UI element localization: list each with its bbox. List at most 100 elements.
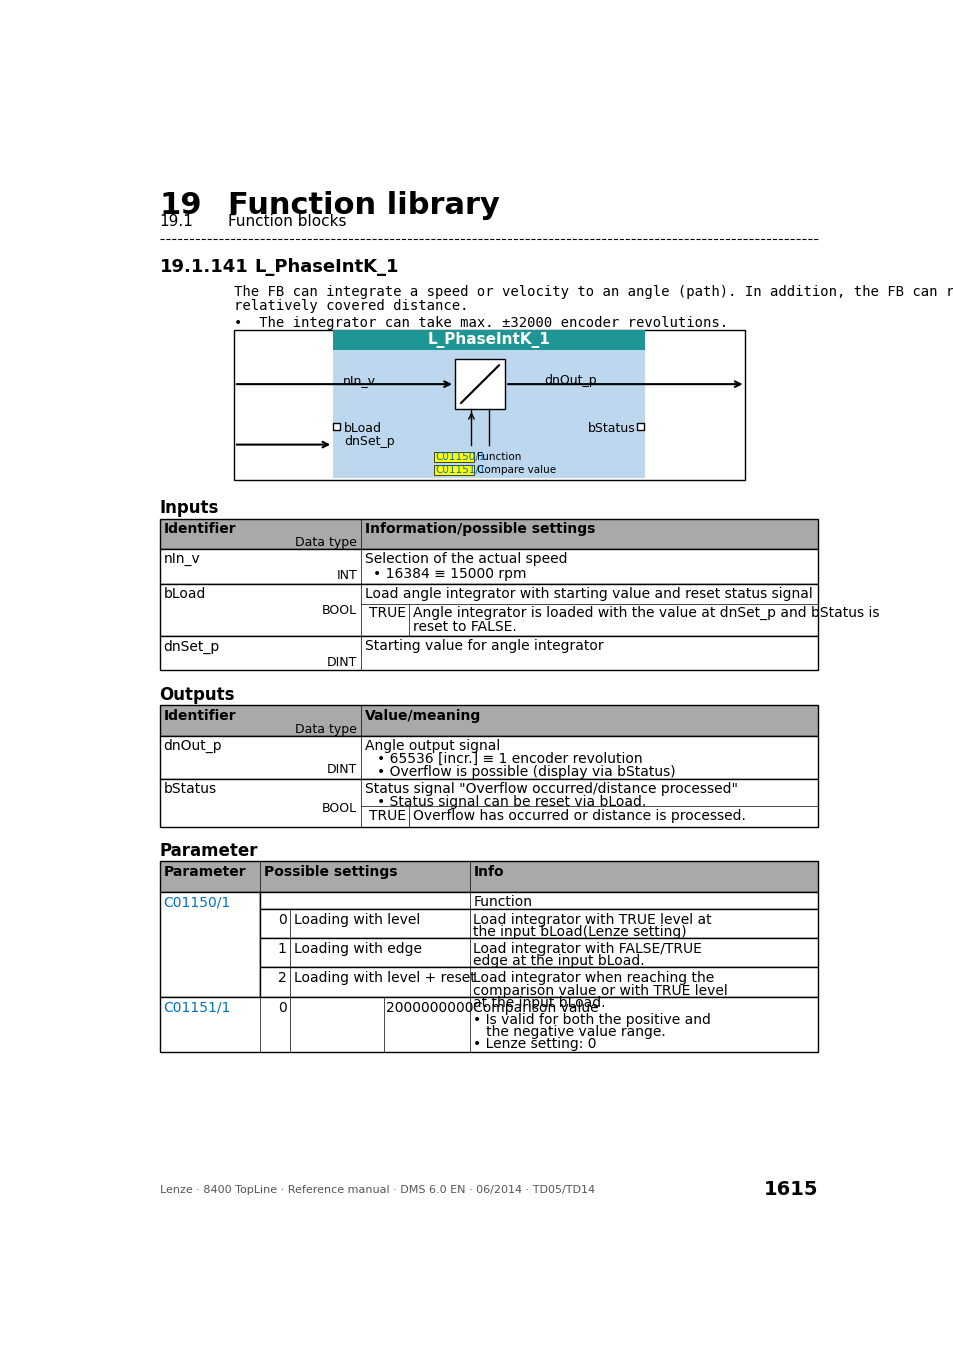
FancyBboxPatch shape [159,585,818,636]
Text: Parameter: Parameter [159,842,257,860]
Text: • Is valid for both the positive and: • Is valid for both the positive and [473,1012,711,1027]
Text: Data type: Data type [295,722,356,736]
Text: Parameter: Parameter [163,865,246,879]
FancyBboxPatch shape [233,329,744,481]
Text: Info: Info [473,865,503,879]
Text: L_PhaseIntK_1: L_PhaseIntK_1 [254,258,399,277]
Text: 19: 19 [159,192,202,220]
FancyBboxPatch shape [159,861,818,892]
Text: relatively covered distance.: relatively covered distance. [233,300,468,313]
Text: Compare value: Compare value [476,466,555,475]
FancyBboxPatch shape [159,779,818,826]
Text: Load angle integrator with starting value and reset status signal: Load angle integrator with starting valu… [365,587,812,601]
Text: Function: Function [476,452,520,462]
FancyBboxPatch shape [333,329,644,478]
Text: TRUE: TRUE [369,606,406,620]
Text: • 16384 ≡ 15000 rpm: • 16384 ≡ 15000 rpm [373,567,526,580]
Text: DINT: DINT [327,763,356,776]
Text: • 65536 [incr.] ≡ 1 encoder revolution: • 65536 [incr.] ≡ 1 encoder revolution [376,752,641,765]
FancyBboxPatch shape [260,892,818,909]
FancyBboxPatch shape [159,549,818,585]
Text: Overflow has occurred or distance is processed.: Overflow has occurred or distance is pro… [413,809,745,822]
Text: •  The integrator can take max. ±32000 encoder revolutions.: • The integrator can take max. ±32000 en… [233,316,727,329]
Text: C01150/1: C01150/1 [435,452,485,462]
FancyBboxPatch shape [159,736,818,779]
Text: Value/meaning: Value/meaning [365,709,480,722]
FancyBboxPatch shape [159,518,818,549]
Text: Outputs: Outputs [159,686,234,703]
Text: C01151/1: C01151/1 [435,466,485,475]
FancyBboxPatch shape [260,968,818,996]
Text: • Status signal can be reset via bLoad.: • Status signal can be reset via bLoad. [376,795,645,809]
Text: Data type: Data type [295,536,356,549]
Text: Load integrator with FALSE/TRUE: Load integrator with FALSE/TRUE [473,942,701,956]
Text: dnSet_p: dnSet_p [344,435,395,448]
Text: comparison value or with TRUE level: comparison value or with TRUE level [473,984,727,998]
Text: dnOut_p: dnOut_p [163,738,222,753]
Text: Function blocks: Function blocks [228,215,346,230]
Text: bStatus: bStatus [587,423,636,435]
Text: 0: 0 [277,913,286,926]
Text: nIn_v: nIn_v [342,374,375,387]
Text: C01150/1: C01150/1 [163,896,231,910]
Text: bStatus: bStatus [163,782,216,796]
Text: bLoad: bLoad [344,423,381,435]
Text: Information/possible settings: Information/possible settings [365,522,595,536]
Text: Load integrator with TRUE level at: Load integrator with TRUE level at [473,913,711,926]
Text: Angle output signal: Angle output signal [365,738,499,753]
Text: Function: Function [473,895,532,909]
Text: Selection of the actual speed: Selection of the actual speed [365,552,567,567]
Text: Load integrator when reaching the: Load integrator when reaching the [473,971,714,986]
Text: The FB can integrate a speed or velocity to an angle (path). In addition, the FB: The FB can integrate a speed or velocity… [233,285,953,300]
Text: Function library: Function library [228,192,499,220]
Text: Identifier: Identifier [163,522,235,536]
FancyBboxPatch shape [159,996,818,1052]
Text: L_PhaseIntK_1: L_PhaseIntK_1 [427,332,550,348]
Text: at the input bLoad.: at the input bLoad. [473,996,605,1010]
Text: dnOut_p: dnOut_p [543,374,596,387]
Text: edge at the input bLoad.: edge at the input bLoad. [473,954,644,968]
FancyBboxPatch shape [260,938,818,968]
Text: BOOL: BOOL [322,802,356,815]
Text: TRUE: TRUE [369,809,406,822]
FancyBboxPatch shape [455,359,505,409]
FancyBboxPatch shape [333,423,340,429]
FancyBboxPatch shape [159,705,818,736]
Text: Loading with edge: Loading with edge [294,942,421,956]
Text: • Lenze setting: 0: • Lenze setting: 0 [473,1038,597,1052]
Text: 1615: 1615 [763,1180,818,1199]
Text: INT: INT [336,570,356,582]
FancyBboxPatch shape [637,423,643,429]
Text: Possible settings: Possible settings [264,865,397,879]
Text: DINT: DINT [327,656,356,670]
FancyBboxPatch shape [159,892,260,996]
Text: Loading with level + reset: Loading with level + reset [294,971,475,986]
FancyBboxPatch shape [434,464,474,475]
FancyBboxPatch shape [333,329,644,350]
Text: Loading with level: Loading with level [294,913,419,926]
Text: the input bLoad(Lenze setting): the input bLoad(Lenze setting) [473,925,686,940]
Text: bLoad: bLoad [163,587,206,601]
FancyBboxPatch shape [159,636,818,670]
Text: C01151/1: C01151/1 [163,1000,231,1015]
Text: reset to FALSE.: reset to FALSE. [413,620,517,634]
Text: • Overflow is possible (display via bStatus): • Overflow is possible (display via bSta… [376,765,675,779]
Text: 1: 1 [277,942,286,956]
FancyBboxPatch shape [434,451,474,462]
Text: Identifier: Identifier [163,709,235,722]
Text: Angle integrator is loaded with the value at dnSet_p and bStatus is: Angle integrator is loaded with the valu… [413,606,879,621]
Text: 2: 2 [277,971,286,986]
Text: 0: 0 [277,1000,286,1015]
Text: Comparison value: Comparison value [473,1000,598,1015]
Text: BOOL: BOOL [322,603,356,617]
Text: 2000000000: 2000000000 [385,1000,473,1015]
Text: Inputs: Inputs [159,500,218,517]
FancyBboxPatch shape [260,909,818,938]
Text: 19.1.141: 19.1.141 [159,258,248,277]
Text: Lenze · 8400 TopLine · Reference manual · DMS 6.0 EN · 06/2014 · TD05/TD14: Lenze · 8400 TopLine · Reference manual … [159,1184,594,1195]
Text: Status signal "Overflow occurred/distance processed": Status signal "Overflow occurred/distanc… [365,782,738,796]
Text: dnSet_p: dnSet_p [163,640,219,653]
Text: 19.1: 19.1 [159,215,193,230]
Text: Starting value for angle integrator: Starting value for angle integrator [365,640,603,653]
Text: nIn_v: nIn_v [163,552,200,567]
